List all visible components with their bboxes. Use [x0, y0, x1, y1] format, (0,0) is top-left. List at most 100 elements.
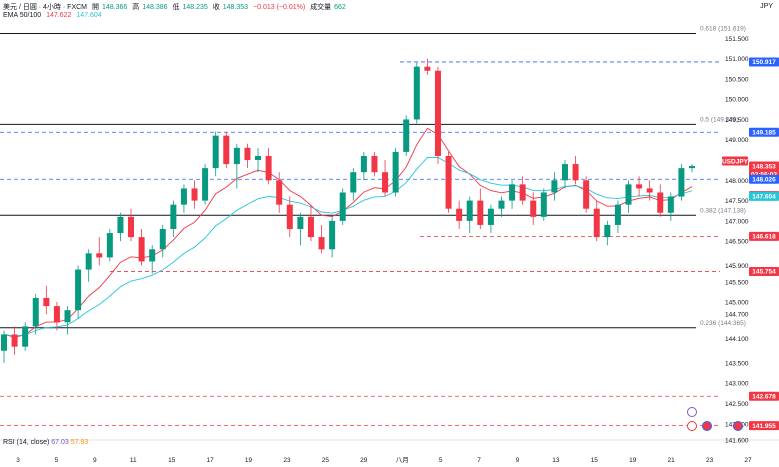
price-tag: 148.026	[749, 174, 779, 184]
candle	[286, 196, 293, 238]
candle	[583, 176, 590, 213]
candle	[413, 62, 420, 124]
price-tick: 146.500	[725, 239, 749, 246]
candle-body	[583, 180, 590, 209]
time-axis[interactable]: 3 5 9 11 15 17 19 23 25 29 八月 5 7 9 13 15 19 21 23 27	[16, 456, 752, 464]
candle-body	[614, 204, 621, 225]
candle-body	[509, 184, 516, 201]
candle-body	[413, 66, 420, 120]
candle	[561, 160, 568, 189]
candle	[318, 224, 325, 254]
rsi-legend[interactable]: RSI (14, close) 67.03 57.93	[3, 439, 88, 446]
time-tick: 15	[591, 457, 599, 464]
time-tick: 17	[206, 457, 214, 464]
candle-body	[85, 253, 92, 270]
candle-body	[233, 147, 240, 165]
candle-body	[604, 224, 611, 238]
symbol-title[interactable]: 美元 / 日圓 · 4小時 · FXCM	[3, 4, 87, 11]
price-tick: 150.000	[725, 97, 749, 104]
price-tick: 142.500	[725, 401, 749, 408]
candle	[339, 188, 346, 225]
fib-label: 0.382 (147.138)	[700, 207, 746, 214]
price-tag-box	[749, 161, 779, 171]
time-tick: 7	[477, 457, 481, 464]
price-axis[interactable]: 151.500 151.000 150.500 150.000 149.500 149.0…	[725, 36, 749, 445]
candle-body	[561, 164, 568, 181]
ema50-line	[3, 127, 693, 338]
ema-legend[interactable]: EMA 50/100 147.622 147.604	[3, 12, 105, 19]
price-tick: 145.900	[725, 263, 749, 270]
flash-event-icon[interactable]	[687, 407, 697, 417]
price-tag-text: 145.754	[752, 269, 776, 276]
event-icons[interactable]	[687, 407, 743, 431]
candle-body	[456, 208, 463, 221]
us-flag-icon[interactable]	[702, 421, 712, 431]
price-tag-text: 141.955	[752, 423, 776, 430]
candle	[498, 196, 505, 217]
rsi-label: RSI (14, close)	[3, 439, 50, 446]
candle-body	[138, 237, 145, 262]
candle	[170, 200, 177, 238]
candle	[223, 131, 230, 169]
candle-body	[75, 269, 82, 311]
price-tag: 141.955	[749, 421, 779, 431]
low-value: 148.235	[182, 4, 208, 11]
ema100-line	[3, 156, 693, 337]
fib-label: 0.618 (151.619)	[700, 25, 746, 32]
candle	[530, 192, 537, 225]
candle-body	[339, 192, 346, 221]
candle-body	[593, 208, 600, 238]
time-tick: 13	[552, 457, 560, 464]
candle-body	[689, 165, 695, 169]
price-tag-text: 148.353	[752, 163, 776, 170]
time-tick: 25	[322, 457, 330, 464]
price-tick: 147.500	[725, 198, 749, 205]
price-tag: USDJPY	[722, 156, 749, 166]
fib-label: 0.236 (144.365)	[700, 320, 746, 327]
candle	[350, 168, 357, 201]
candle-body	[350, 172, 357, 193]
price-tag: 150.917	[749, 57, 779, 67]
candle-body	[96, 253, 103, 258]
ema-label: EMA 50/100	[3, 12, 42, 19]
candle	[678, 164, 685, 201]
rsi-value-1: 67.03	[51, 439, 69, 446]
candle-body	[434, 70, 441, 156]
candle	[382, 160, 389, 197]
candle	[434, 66, 441, 165]
candle-body	[667, 196, 674, 213]
candle-body	[149, 249, 156, 262]
candle	[22, 322, 29, 351]
candle	[75, 265, 82, 319]
candle-body	[244, 147, 251, 161]
price-tick: 149.000	[725, 137, 749, 144]
price-tag-text: 146.618	[752, 234, 776, 241]
candle-body	[625, 184, 632, 205]
candle	[53, 302, 60, 331]
price-tag: 142.678	[749, 391, 779, 401]
candle-body	[646, 188, 653, 193]
candle-body	[159, 229, 166, 250]
candle	[117, 212, 124, 242]
price-tag: 145.754	[749, 266, 779, 276]
candle	[64, 306, 71, 335]
candle	[636, 176, 643, 197]
event-icon[interactable]	[687, 421, 697, 431]
price-tick: 150.500	[725, 76, 749, 83]
candle	[297, 212, 304, 246]
candle-body	[572, 164, 579, 181]
us-flag-icon[interactable]	[733, 421, 743, 431]
currency-label: JPY	[760, 3, 773, 10]
time-tick: 23	[706, 457, 714, 464]
candle	[255, 147, 262, 173]
candle	[43, 285, 50, 315]
price-tag-box	[749, 266, 779, 276]
candle-body	[276, 180, 283, 205]
candle	[625, 180, 632, 213]
candle	[424, 58, 431, 75]
candle	[244, 143, 251, 169]
candle-body	[180, 188, 187, 205]
candle	[159, 224, 166, 258]
candle-body	[551, 180, 558, 193]
